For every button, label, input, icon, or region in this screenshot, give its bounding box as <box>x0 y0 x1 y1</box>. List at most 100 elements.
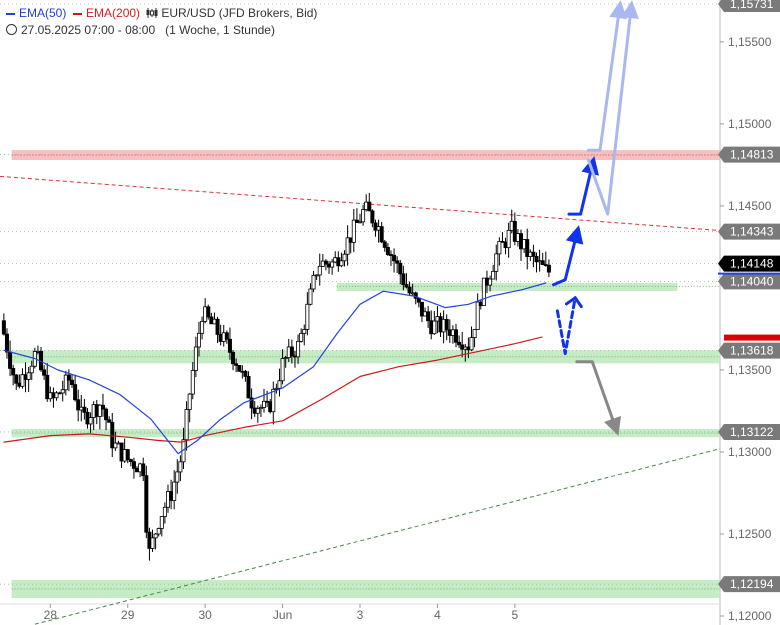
candle-body <box>125 449 130 460</box>
candle-body <box>63 374 68 391</box>
candle-body <box>107 419 112 423</box>
candle-body <box>401 273 406 285</box>
candle-body <box>354 219 359 223</box>
price-tag: 1,14148 <box>718 255 780 272</box>
scenario-arrow <box>567 156 599 216</box>
candle-body <box>150 537 155 549</box>
candle-body <box>162 506 167 517</box>
candle-body <box>156 528 161 535</box>
candle-body <box>231 351 236 365</box>
price-tag-shape <box>718 273 780 290</box>
price-tag: 1,14813 <box>718 146 780 163</box>
candle-body <box>453 329 458 343</box>
candlestick-icon <box>146 8 158 18</box>
chart-legend: EMA(50) EMA(200) EUR/USD (JFD Brokers, B… <box>6 5 317 39</box>
candle-body <box>534 255 539 263</box>
candle-body <box>4 333 9 353</box>
candle-body <box>494 253 499 272</box>
candle-body <box>370 210 375 224</box>
y-tick-label: 1,14500 <box>728 199 772 213</box>
candle-body <box>469 337 474 351</box>
candle-body <box>345 237 350 255</box>
candle-body <box>178 461 183 473</box>
candle-body <box>546 264 551 273</box>
price-tag-shape <box>718 576 780 593</box>
candle-body <box>379 226 384 243</box>
timeframe-label: (1 Woche, 1 Stunde) <box>165 23 275 37</box>
candle-body <box>481 277 486 307</box>
candle-body <box>128 459 133 463</box>
candle-body <box>237 365 242 372</box>
candle-body <box>144 475 149 533</box>
scenario-arrow <box>552 225 584 287</box>
price-tag-shape <box>718 0 780 12</box>
candle-body <box>66 374 71 381</box>
candle-body <box>261 400 266 408</box>
candle-body <box>540 260 545 265</box>
price-tag-shape <box>718 255 780 272</box>
price-tag-label: 1,14813 <box>730 148 774 162</box>
price-tag-label: 1,14040 <box>730 274 774 288</box>
scenario-arrow <box>575 360 621 436</box>
candle-body <box>249 397 254 409</box>
candle-body <box>296 340 301 358</box>
y-tick-label: 1,13500 <box>728 363 772 377</box>
candle-body <box>457 341 462 346</box>
candle-body <box>113 442 118 449</box>
candle-body <box>42 369 47 376</box>
ema200-axis-marker <box>724 334 780 341</box>
candle-body <box>311 274 316 290</box>
candle-body <box>317 265 322 276</box>
ema200-line <box>3 336 543 443</box>
candle-body <box>131 461 136 469</box>
candle-body <box>444 318 449 331</box>
candle-body <box>8 351 13 369</box>
candle-body <box>302 329 307 334</box>
candle-body <box>323 260 328 265</box>
ema200-label[interactable]: EMA(200) <box>86 6 141 20</box>
candle-body <box>70 379 75 385</box>
candle-body <box>475 301 480 330</box>
candle-body <box>392 254 397 262</box>
y-tick-label: 1,12500 <box>728 527 772 541</box>
candle-body <box>100 404 105 410</box>
candle-body <box>159 516 164 529</box>
x-tick-label: 5 <box>511 608 518 622</box>
candle-body <box>258 407 263 410</box>
price-tag-label: 1,13618 <box>730 344 774 358</box>
candle-body <box>29 365 34 374</box>
y-tick-label: 1,12000 <box>728 609 772 623</box>
price-tag-shape <box>718 423 780 440</box>
candle-body <box>45 374 50 400</box>
candle-body <box>26 372 31 380</box>
candle-body <box>398 262 403 275</box>
trendline <box>0 175 721 232</box>
ema50-label[interactable]: EMA(50) <box>19 6 67 20</box>
period-label: 27.05.2025 07:00 - 08:00 <box>21 23 156 37</box>
price-tag-label: 1,14343 <box>730 225 774 239</box>
candle-body <box>472 329 477 338</box>
candle-body <box>308 288 313 305</box>
scenario-arrow <box>586 0 628 152</box>
candle-body <box>196 332 201 348</box>
ema200-swatch-icon <box>73 12 83 15</box>
candle-body <box>497 240 502 255</box>
clock-icon <box>6 24 17 35</box>
scenario-arrow <box>586 0 639 216</box>
candle-body <box>404 284 409 288</box>
candle-body <box>407 286 412 294</box>
candle-body <box>172 481 177 501</box>
candle-body <box>76 399 81 411</box>
support-zone <box>336 283 678 292</box>
candle-body <box>525 239 530 257</box>
candle-body <box>342 253 347 262</box>
price-tag: 1,14040 <box>718 273 780 290</box>
candle-body <box>488 278 493 286</box>
candle-body <box>382 241 387 248</box>
x-tick-label: 3 <box>357 608 364 622</box>
candle-body <box>255 408 260 414</box>
candle-body <box>512 220 517 242</box>
candle-body <box>187 393 192 410</box>
candle-body <box>277 380 282 389</box>
